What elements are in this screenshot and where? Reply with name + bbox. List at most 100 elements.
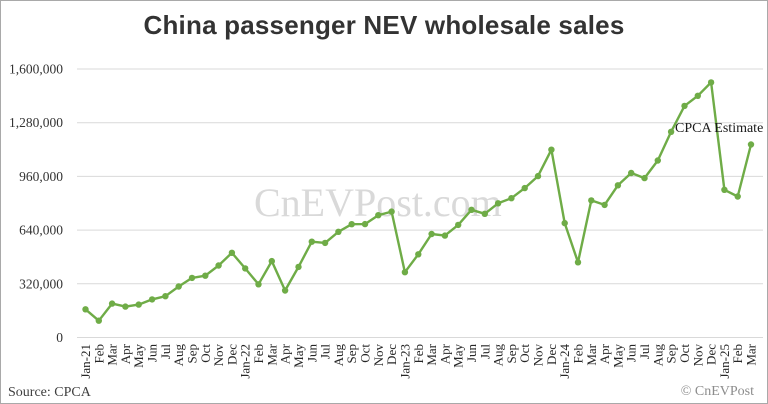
x-tick-label: Jul	[158, 344, 173, 360]
data-point	[348, 221, 355, 228]
data-point	[335, 228, 342, 235]
x-tick-label: Mar	[424, 343, 439, 365]
data-point	[401, 269, 409, 276]
data-point	[721, 186, 728, 193]
x-tick-label: Jun	[624, 344, 639, 363]
data-point	[255, 281, 262, 288]
data-point	[308, 238, 315, 245]
data-point	[734, 193, 741, 200]
data-point	[494, 200, 502, 207]
x-tick-label: Jan-25	[717, 344, 732, 379]
x-tick-label: Nov	[211, 344, 226, 367]
data-point	[707, 79, 715, 86]
x-tick-label: Oct	[677, 344, 692, 363]
data-point	[508, 195, 515, 202]
x-tick-label: Sep	[344, 344, 359, 364]
page-title: China passenger NEV wholesale sales	[143, 10, 625, 40]
x-tick-label: Oct	[198, 344, 213, 363]
x-tick-label: Dec	[384, 344, 399, 365]
x-tick-label: Sep	[185, 344, 200, 364]
data-point	[148, 296, 156, 303]
data-point	[747, 141, 755, 148]
x-tick-label: May	[451, 344, 466, 368]
x-tick-label: Jan-22	[238, 344, 253, 379]
data-point	[295, 263, 302, 271]
data-point	[122, 303, 129, 310]
x-tick-label: Mar	[264, 343, 279, 365]
data-point	[162, 293, 169, 300]
data-point	[521, 184, 528, 192]
x-tick-label: Jun	[304, 344, 319, 363]
x-tick-label: Aug	[171, 344, 186, 367]
data-point	[468, 206, 475, 213]
x-tick-label: May	[610, 344, 625, 368]
data-point	[548, 146, 555, 153]
data-point	[667, 128, 675, 135]
data-point	[215, 262, 222, 269]
data-point	[242, 265, 249, 272]
x-tick-label: Oct	[358, 344, 373, 363]
y-tick-label: 640,000	[19, 223, 63, 238]
x-tick-label: Aug	[331, 344, 346, 367]
x-tick-label: Apr	[597, 343, 612, 364]
x-tick-label: Nov	[531, 344, 546, 367]
y-tick-label: 960,000	[19, 169, 63, 184]
x-tick-label: Nov	[690, 344, 705, 367]
x-tick-label: Feb	[91, 344, 106, 364]
cpca-estimate-annotation: CPCA Estimate	[675, 121, 764, 136]
data-point	[654, 157, 661, 164]
x-tick-label: Mar	[584, 343, 599, 365]
data-point	[534, 172, 542, 180]
data-point	[95, 317, 103, 324]
x-tick-label: Apr	[278, 343, 293, 364]
data-point	[361, 220, 369, 228]
x-tick-label: Jun	[145, 344, 160, 363]
series-line	[84, 81, 753, 322]
x-tick-label: Mar	[105, 343, 120, 365]
data-point	[455, 221, 462, 229]
x-tick-label: Sep	[664, 344, 679, 364]
x-tick-label: Jan-23	[397, 344, 412, 379]
x-tick-label: Oct	[517, 344, 532, 363]
data-point	[588, 197, 595, 204]
x-tick-label: Dec	[224, 344, 239, 365]
x-tick-label: Aug	[650, 344, 665, 367]
data-point	[641, 174, 648, 182]
data-point	[428, 230, 435, 238]
x-tick-label: Jan-21	[78, 344, 93, 379]
data-point	[614, 182, 622, 189]
data-point	[268, 257, 275, 265]
x-tick-label: Jul	[318, 344, 333, 360]
x-tick-label: Aug	[491, 344, 506, 367]
x-tick-label: Feb	[730, 344, 745, 364]
x-tick-label: Jun	[464, 344, 479, 363]
x-tick-label: Dec	[704, 344, 719, 365]
data-point	[202, 272, 209, 279]
y-tick-label: 1,280,000	[9, 115, 63, 130]
data-point	[82, 306, 89, 313]
data-point	[628, 169, 635, 177]
data-point	[415, 251, 422, 258]
y-tick-label: 320,000	[19, 276, 63, 291]
x-tick-label: Jan-24	[557, 344, 572, 379]
x-tick-label: Apr	[437, 343, 452, 364]
data-point	[108, 300, 116, 307]
x-tick-label: Feb	[571, 344, 586, 364]
x-tick-label: May	[131, 344, 146, 368]
data-point	[188, 274, 196, 282]
data-point	[281, 287, 289, 294]
x-tick-label: Dec	[544, 344, 559, 365]
x-tick-label: Nov	[371, 344, 386, 367]
y-tick-label: 0	[56, 330, 63, 345]
data-point	[601, 201, 608, 209]
data-point	[681, 102, 688, 110]
x-tick-label: Feb	[411, 344, 426, 364]
data-point	[481, 210, 488, 217]
x-tick-label: Apr	[118, 343, 133, 364]
x-tick-label: Jul	[477, 344, 492, 360]
y-tick-label: 1,600,000	[9, 62, 63, 77]
data-point	[375, 212, 382, 219]
x-tick-label: Feb	[251, 344, 266, 364]
